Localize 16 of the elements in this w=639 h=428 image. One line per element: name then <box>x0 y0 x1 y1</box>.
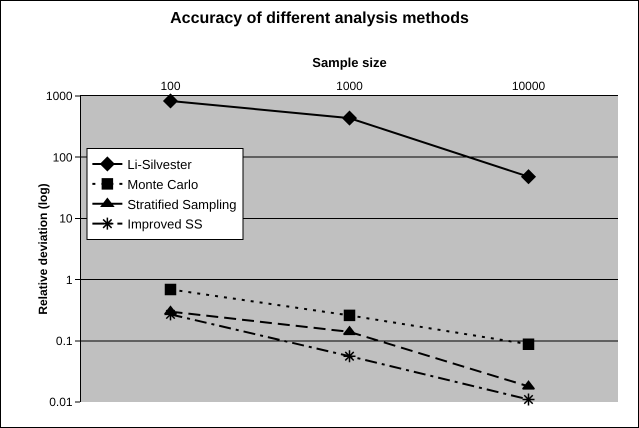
y-tick-label: 1000 <box>46 89 73 104</box>
legend-label: Improved SS <box>127 216 203 232</box>
y-tick-label: 0.01 <box>49 395 73 410</box>
legend-label: Stratified Sampling <box>127 196 236 212</box>
y-tick-label: 1 <box>66 272 73 287</box>
legend-label: Monte Carlo <box>127 176 198 192</box>
x-tick-label: 10000 <box>512 79 546 94</box>
y-axis-title: Relative deviation (log) <box>36 183 50 315</box>
y-tick-label: 10 <box>59 212 73 226</box>
chart-title: Accuracy of different analysis methods <box>170 10 469 27</box>
x-tick-label: 1000 <box>336 79 364 94</box>
legend-label: Li-Silvester <box>127 157 192 172</box>
x-axis-title: Sample size <box>312 55 387 70</box>
x-tick-label: 100 <box>160 79 181 94</box>
y-tick-label: 100 <box>52 150 73 164</box>
y-tick-label: 0.1 <box>56 334 73 348</box>
